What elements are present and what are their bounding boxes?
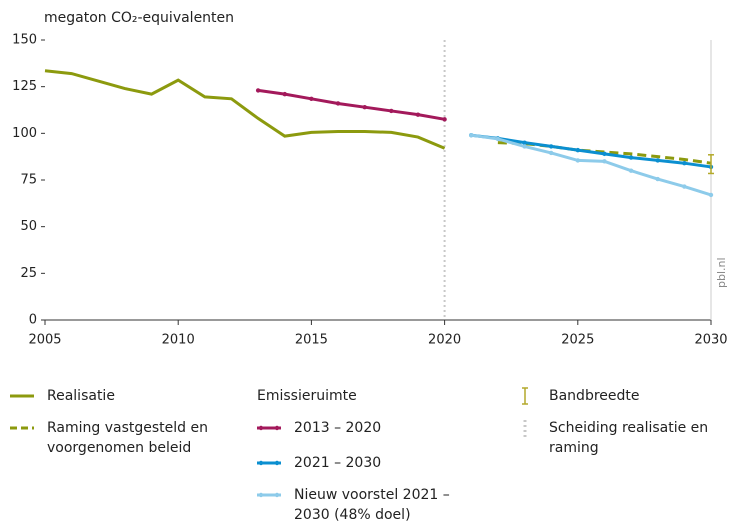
x-tick-label: 2015 xyxy=(295,333,328,348)
legend-group: Emissieruimte xyxy=(257,388,357,404)
series-point xyxy=(389,108,394,114)
series-point xyxy=(548,144,554,149)
y-tick-label: 150 xyxy=(12,33,37,48)
legend-label: Realisatie xyxy=(47,388,115,404)
y-tick-label: 75 xyxy=(20,173,37,188)
series-point xyxy=(628,168,634,173)
x-tick-label: 2020 xyxy=(428,333,461,348)
series-point xyxy=(682,184,687,189)
series-line xyxy=(44,69,446,150)
series-point xyxy=(309,96,314,102)
x-tick-label: 2005 xyxy=(28,333,61,348)
legend-label: Scheiding realisatie en raming xyxy=(549,420,709,456)
series-point xyxy=(255,88,261,93)
legend-label: Nieuw voorstel 2021 – 2030 (48% doel) xyxy=(294,487,450,523)
y-axis-label: megaton CO₂-equivalenten xyxy=(44,10,234,26)
series-point xyxy=(708,192,714,198)
legend-swatch-point xyxy=(274,425,280,431)
x-tick-label: 2030 xyxy=(694,333,727,348)
legend-swatch-point xyxy=(258,425,264,431)
series-point xyxy=(575,147,580,153)
legend-swatch-point xyxy=(258,492,264,498)
series-point xyxy=(575,158,580,163)
series-point xyxy=(682,161,687,166)
series-line xyxy=(257,88,445,121)
series-line xyxy=(471,133,712,197)
x-tick-label: 2025 xyxy=(561,333,594,348)
source: pbl.nl xyxy=(715,257,728,288)
series-point xyxy=(602,159,607,164)
legend-swatch-point xyxy=(274,460,280,466)
series-point xyxy=(628,155,634,160)
series-point xyxy=(655,176,660,182)
series-point xyxy=(522,144,527,149)
legend-swatch-point xyxy=(258,460,264,466)
series-point xyxy=(442,117,447,122)
y-tick-label: 100 xyxy=(12,126,37,141)
series-point xyxy=(362,105,367,110)
series-point xyxy=(495,136,501,142)
series-point xyxy=(335,101,341,106)
series-point xyxy=(469,133,474,138)
legend-swatch-point xyxy=(274,492,280,498)
series-point xyxy=(522,140,527,145)
series-point xyxy=(548,150,554,156)
series-point xyxy=(655,158,660,163)
x-tick-label: 2010 xyxy=(162,333,195,348)
y-tick-label: 0 xyxy=(29,313,37,328)
series-point xyxy=(602,151,607,157)
y-tick-label: 50 xyxy=(20,219,37,234)
legend-label: Bandbreedte xyxy=(549,388,640,404)
y-tick-label: 125 xyxy=(12,79,37,94)
series-line xyxy=(471,133,712,169)
legend-label: Raming vastgesteld en voorgenomen beleid xyxy=(47,420,208,456)
y-tick-label: 25 xyxy=(20,266,37,281)
legend-label: 2013 – 2020 xyxy=(294,420,382,436)
series-point xyxy=(282,91,287,97)
legend-label: 2021 – 2030 xyxy=(294,455,382,471)
series-point xyxy=(415,112,421,117)
